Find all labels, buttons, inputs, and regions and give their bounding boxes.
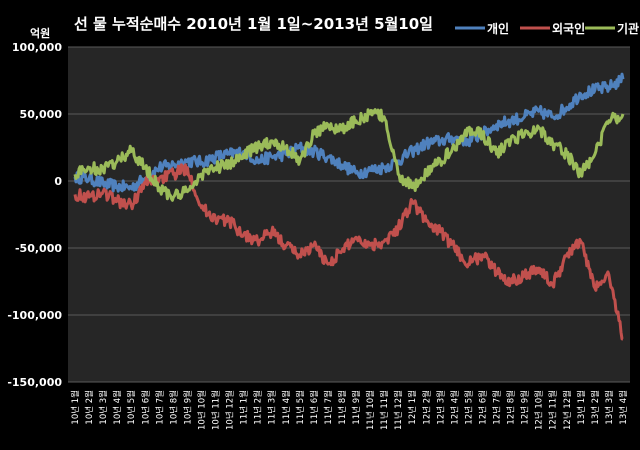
y-tick-label: 0 (54, 175, 62, 188)
x-tick-label: 12년 3월 (435, 390, 446, 425)
x-tick-label: 10년 8월 (168, 390, 179, 425)
x-tick-label: 13년 1월 (576, 390, 587, 425)
x-tick-label: 13년 3월 (604, 390, 615, 425)
y-tick-label: -150,000 (7, 376, 62, 389)
x-tick-label: 10년 3월 (98, 390, 109, 425)
x-tick-label: 11년 1월 (239, 390, 250, 425)
x-tick-label: 11년 6월 (309, 390, 320, 425)
y-tick-label: 50,000 (20, 108, 63, 121)
y-tick-label: -50,000 (15, 242, 62, 255)
x-tick-label: 10년 11월 (211, 390, 222, 430)
series-line-3 (73, 108, 625, 202)
x-tick-label: 12년 9월 (520, 390, 531, 425)
x-tick-label: 10년 7월 (154, 390, 165, 425)
legend-label: 외국인 (552, 21, 585, 36)
x-tick-label: 12년 2월 (421, 390, 432, 425)
x-tick-label: 10년 5월 (126, 390, 137, 425)
legend-label: 개인 (487, 21, 509, 36)
x-tick-label: 10년 2월 (84, 390, 95, 425)
x-tick-label: 11년 2월 (253, 390, 264, 425)
x-tick-label: 12년 4월 (449, 390, 460, 425)
x-tick-label: 12년 12월 (562, 390, 573, 430)
legend-label: 기관 (617, 21, 639, 36)
plot-area (68, 47, 630, 382)
x-tick-label: 12년 7월 (492, 390, 503, 425)
x-tick-label: 10년 12월 (225, 390, 236, 430)
x-tick-label: 12년 8월 (506, 390, 517, 425)
x-tick-label: 13년 2월 (590, 390, 601, 425)
series-line-1 (73, 72, 625, 193)
y-tick-label: 100,000 (12, 41, 62, 54)
x-tick-label: 12년 10월 (534, 390, 545, 430)
x-tick-label: 11년 3월 (267, 390, 278, 425)
x-tick-label: 12년 5월 (463, 390, 474, 425)
x-tick-label: 10년 1월 (70, 390, 81, 425)
x-tick-label: 13년 4월 (618, 390, 629, 425)
x-tick-label: 11년 10월 (365, 390, 376, 430)
y-axis-label: 억원 (30, 26, 50, 40)
x-tick-label: 12년 1월 (407, 390, 418, 425)
series-line-2 (73, 163, 624, 341)
x-tick-label: 10년 9월 (182, 390, 193, 425)
chart-title: 선 물 누적순매수 2010년 1월 1일~2013년 5월10일 (74, 15, 433, 33)
x-tick-label: 11년 5월 (295, 390, 306, 425)
y-tick-label: -100,000 (7, 309, 62, 322)
x-axis-ticks: 10년 1월 10년 2월 10년 3월 10년 4월 10년 5월 10년 6월 10년 … (70, 390, 629, 430)
x-tick-label: 12년 11월 (548, 390, 559, 430)
x-tick-label: 11년 7월 (323, 390, 334, 425)
x-tick-label: 11년 11월 (379, 390, 390, 430)
x-tick-label: 11년 8월 (337, 390, 348, 425)
x-tick-label: 10년 10월 (196, 390, 207, 430)
y-axis-ticks: 100,000 50,000 0 -50,000 -100,000 -150,000 (7, 41, 62, 389)
legend: 개인 외국인 기관 (455, 21, 639, 36)
x-tick-label: 10년 6월 (140, 390, 151, 425)
series-lines (73, 72, 625, 341)
x-tick-label: 11년 4월 (281, 390, 292, 425)
x-tick-label: 10년 4월 (112, 390, 123, 425)
x-tick-label: 11년 12월 (393, 390, 404, 430)
x-tick-label: 12년 6월 (477, 390, 488, 425)
x-tick-label: 11년 9월 (351, 390, 362, 425)
